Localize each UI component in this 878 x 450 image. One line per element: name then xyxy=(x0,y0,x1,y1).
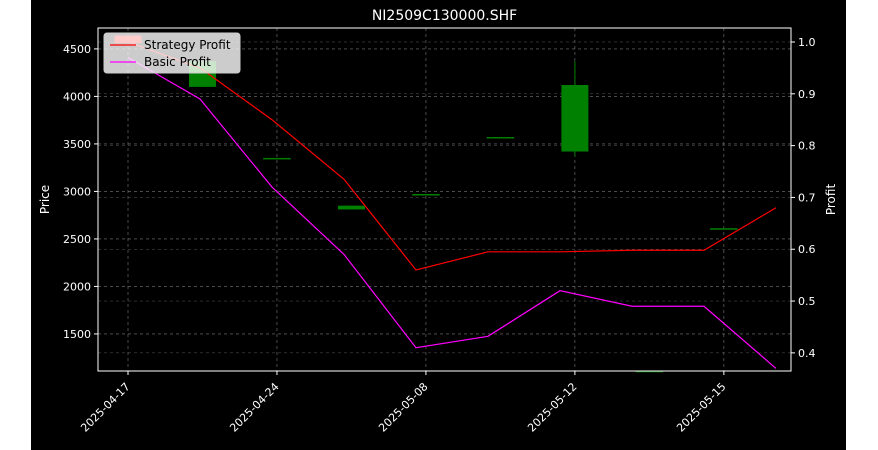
x-axis: 2025-04-17 2025-04-24 2025-05-08 2025-05-12… xyxy=(78,371,729,435)
x-tick-label-0: 2025-04-17 xyxy=(78,380,132,434)
chart-title: NI2509C130000.SHF xyxy=(372,8,517,24)
y-left-tick-label-3: 3000 xyxy=(63,185,91,198)
candle-body-5 xyxy=(486,137,515,139)
y-left-tick-label-0: 1500 xyxy=(63,328,91,341)
candle-body-2 xyxy=(263,157,291,160)
legend-label-strategy-profit: Strategy Profit xyxy=(144,38,231,52)
y-right-tick-label-3: 0.7 xyxy=(798,191,816,204)
legend-box xyxy=(103,32,241,74)
series-line-1 xyxy=(127,57,777,369)
y-axis-label-left: Price xyxy=(38,185,52,214)
left-axis: 1500 2000 2500 3000 3500 4000 4500 xyxy=(63,43,98,341)
y-left-tick-label-1: 2000 xyxy=(63,280,91,293)
y-right-tick-label-2: 0.6 xyxy=(798,243,816,256)
y-right-tick-label-5: 0.9 xyxy=(798,88,816,101)
right-axis: 0.4 0.5 0.6 0.7 0.8 0.9 1.0 xyxy=(791,36,816,360)
x-tick-label-2: 2025-05-08 xyxy=(376,380,430,434)
y-right-tick-label-4: 0.8 xyxy=(798,140,816,153)
candle-body-6 xyxy=(561,85,589,152)
x-tick-label-3: 2025-05-12 xyxy=(525,380,579,434)
plot-frame xyxy=(97,27,792,372)
series-line-0 xyxy=(127,41,777,271)
x-tick-label-1: 2025-04-24 xyxy=(227,380,281,434)
y-right-tick-label-1: 0.5 xyxy=(798,295,816,308)
y-left-tick-label-4: 3500 xyxy=(63,138,91,151)
chart-figure: 1500 2000 2500 3000 3500 4000 4500 0.4 0.5 0.6 0.… xyxy=(31,0,846,450)
legend: Strategy Profit Basic Profit xyxy=(103,32,241,74)
candle-body-4 xyxy=(412,194,440,196)
y-left-tick-label-5: 4000 xyxy=(63,90,91,103)
y-axis-label-right: Profit xyxy=(824,184,838,216)
legend-label-basic-profit: Basic Profit xyxy=(144,55,211,69)
x-tick-label-4: 2025-05-15 xyxy=(674,380,728,434)
candle-body-8 xyxy=(710,228,738,230)
y-right-tick-label-0: 0.4 xyxy=(798,347,816,360)
y-right-tick-label-6: 1.0 xyxy=(798,36,816,49)
y-left-tick-label-2: 2500 xyxy=(63,233,91,246)
candle-body-3 xyxy=(337,205,365,210)
y-left-tick-label-6: 4500 xyxy=(63,43,91,56)
series-layer xyxy=(127,41,777,369)
